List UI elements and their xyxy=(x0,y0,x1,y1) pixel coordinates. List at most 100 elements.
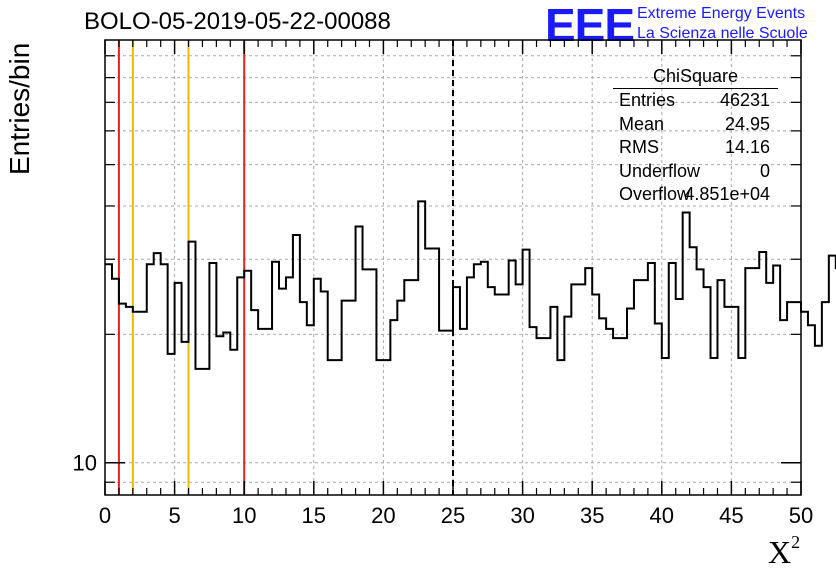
histogram-bin xyxy=(195,368,202,370)
histogram-bin xyxy=(453,286,460,288)
histogram-bin xyxy=(216,335,223,337)
histogram-bin xyxy=(766,282,773,284)
histogram-bin xyxy=(787,301,794,303)
histogram-bin xyxy=(168,353,175,355)
x-tick-label: 0 xyxy=(99,503,111,528)
histogram-bin xyxy=(585,267,592,269)
histogram-bin xyxy=(363,268,370,270)
x-tick-label: 50 xyxy=(789,503,813,528)
histogram-series xyxy=(105,200,836,370)
histogram-bin xyxy=(599,317,606,319)
stats-row: Underflow 0 xyxy=(613,161,778,185)
histogram-bin xyxy=(279,288,286,290)
histogram-bin xyxy=(745,267,752,269)
histogram-bin xyxy=(752,267,759,269)
histogram-bin xyxy=(474,263,481,265)
stats-key: Underflow xyxy=(619,160,701,181)
histogram-bin xyxy=(683,212,690,214)
logo-line-2: La Scienza nelle Scuole xyxy=(637,25,808,42)
stats-key: Mean xyxy=(619,113,665,134)
stats-key: Entries xyxy=(619,90,676,110)
histogram-bin xyxy=(648,262,655,264)
histogram-bin xyxy=(815,345,822,347)
histogram-bin xyxy=(189,241,196,243)
x-tick-label: 10 xyxy=(232,503,256,528)
x-tick-label: 5 xyxy=(168,503,180,528)
histogram-bin xyxy=(154,252,161,254)
histogram-bin xyxy=(328,359,335,361)
histogram-bin xyxy=(244,270,251,272)
stats-key: Overflow xyxy=(619,184,691,204)
histogram-bin xyxy=(620,337,627,339)
x-axis-ticks: 0 5 10 15 20 25 30 35 40 45 50 xyxy=(99,40,813,528)
histogram-bin xyxy=(564,316,571,318)
histogram-bin xyxy=(509,259,516,261)
histogram-bin xyxy=(516,283,523,285)
histogram-bin xyxy=(613,337,620,339)
histogram-bin xyxy=(724,306,731,308)
logo-line-1: Extreme Energy Events xyxy=(637,5,806,22)
histogram-bin xyxy=(697,268,704,270)
stats-value: 46231 xyxy=(719,90,770,110)
stats-value: 4.851e+04 xyxy=(684,184,770,204)
histogram-bin xyxy=(731,306,738,308)
x-tick-label: 45 xyxy=(719,503,743,528)
histogram-bin xyxy=(418,200,425,202)
histogram-line xyxy=(105,200,836,370)
x-tick-label: 40 xyxy=(650,503,674,528)
histogram-bin xyxy=(467,276,474,278)
x-axis-label-base: X xyxy=(768,534,792,570)
histogram-bin xyxy=(808,324,815,326)
x-tick-label: 25 xyxy=(441,503,465,528)
histogram-bin xyxy=(655,323,662,325)
histogram-bin xyxy=(140,311,147,313)
histogram-bin xyxy=(223,331,230,333)
histogram-bin xyxy=(801,311,808,313)
histogram-bin xyxy=(133,311,140,313)
histogram-bin xyxy=(300,301,307,303)
histogram-bin xyxy=(592,293,599,295)
histogram-bin xyxy=(634,279,641,281)
x-tick-label: 20 xyxy=(371,503,395,528)
histogram-bin xyxy=(738,357,745,359)
x-axis-label: X2 xyxy=(768,532,800,571)
histogram-bin xyxy=(557,359,564,361)
histogram-bin xyxy=(780,319,787,321)
histogram-bin xyxy=(829,255,836,257)
histogram-bin xyxy=(404,279,411,281)
histogram-bin xyxy=(773,265,780,267)
histogram-bin xyxy=(286,276,293,278)
histogram-bin xyxy=(314,278,321,280)
histogram-bin xyxy=(119,303,126,305)
reference-lines xyxy=(117,40,454,495)
histogram-bin xyxy=(627,307,634,309)
histogram-bin xyxy=(550,306,557,308)
histogram-bin xyxy=(662,357,669,359)
x-tick-label: 35 xyxy=(580,503,604,528)
histogram-bin xyxy=(537,337,544,339)
stats-box: ChiSquare Entries 46231 Mean 24.95 RMS 14.16 U… xyxy=(613,66,778,208)
histogram-bin xyxy=(641,279,648,281)
stats-row: RMS 14.16 xyxy=(613,137,778,161)
x-tick-label: 30 xyxy=(510,503,534,528)
histogram-bin xyxy=(230,349,237,351)
stats-key: RMS xyxy=(619,137,659,157)
histogram-bin xyxy=(161,263,168,265)
histogram-bin xyxy=(307,324,314,326)
histogram-bin xyxy=(126,306,133,308)
y-axis-ticks: 10 xyxy=(73,55,801,483)
histogram-bin xyxy=(717,279,724,281)
histogram-bin xyxy=(237,276,244,278)
histogram-bin xyxy=(147,263,154,265)
histogram-bin xyxy=(251,309,258,311)
x-tick-label: 15 xyxy=(302,503,326,528)
histogram-bin xyxy=(175,282,182,284)
stats-row: Entries 46231 xyxy=(613,90,778,114)
histogram-bin xyxy=(704,286,711,288)
stats-row: Overflow 4.851e+04 xyxy=(613,184,778,208)
histogram-bin xyxy=(369,268,376,270)
histogram-bin xyxy=(495,293,502,295)
histogram-bin xyxy=(543,337,550,339)
stats-value: 14.16 xyxy=(724,137,770,157)
histogram-bin xyxy=(432,247,439,249)
